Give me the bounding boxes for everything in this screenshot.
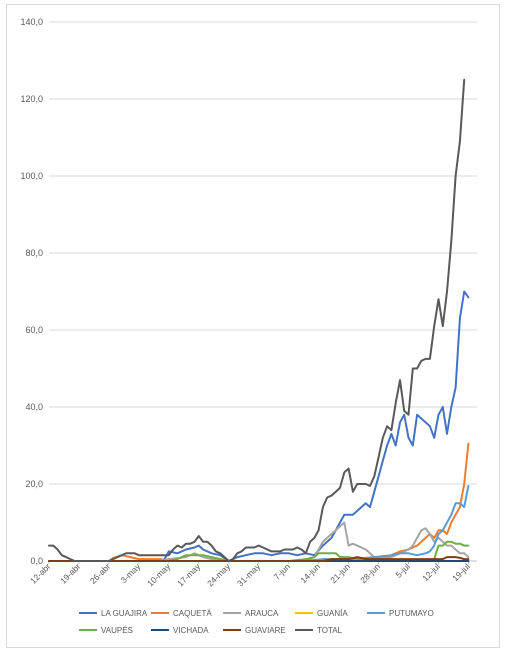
legend-label: GUAVIARE <box>245 626 286 635</box>
legend-item: GUAVIARE <box>223 626 286 635</box>
x-tick-label: 24-may <box>205 561 233 589</box>
x-tick-label: 12-jul <box>420 561 442 583</box>
legend-item: LA GUAJIRA <box>79 609 148 618</box>
legend-item: GUANÍA <box>295 609 348 618</box>
y-tick-label: 20,0 <box>25 479 43 489</box>
y-tick-label: 80,0 <box>25 248 43 258</box>
legend-item: TOTAL <box>295 626 343 635</box>
legend: LA GUAJIRA CAQUETÁ ARAUCA GUANÍA PUTUMAYO VAU… <box>79 609 434 635</box>
x-tick-label: 3-may <box>119 561 143 585</box>
x-tick-label: 26-abr <box>88 561 113 586</box>
legend-item: PUTUMAYO <box>367 609 434 618</box>
x-tick-label: 21-jun <box>328 561 352 585</box>
line-chart: 0,0 20,0 40,0 60,0 80,0 100,0 120,0 140,0 12-ab… <box>20 17 477 635</box>
legend-item: CAQUETÁ <box>151 609 212 618</box>
series-lines <box>48 78 470 562</box>
series-line-caquet- <box>48 442 470 562</box>
y-tick-label: 120,0 <box>20 94 43 104</box>
y-tick-label: 0,0 <box>30 556 43 566</box>
x-tick-label: 14-jun <box>298 561 322 585</box>
x-tick-label: 28-jun <box>358 561 382 585</box>
legend-label: VICHADA <box>173 626 209 635</box>
series-line-total <box>48 78 466 562</box>
series-line-la-guajira <box>48 290 470 562</box>
y-tick-label: 60,0 <box>25 325 43 335</box>
legend-label: ARAUCA <box>245 609 279 618</box>
x-tick-label: 10-may <box>145 561 173 589</box>
x-axis: 12-abr 19-abr 26-abr 3-may 10-may 17-may 24-ma… <box>28 561 472 589</box>
legend-label: CAQUETÁ <box>173 609 212 618</box>
legend-item: VAUPÉS <box>79 626 133 635</box>
legend-label: LA GUAJIRA <box>101 609 148 618</box>
series-line-arauca <box>48 521 470 562</box>
legend-item: VICHADA <box>151 626 209 635</box>
x-tick-label: 19-jul <box>450 561 472 583</box>
x-tick-label: 7-jun <box>272 561 293 582</box>
chart-frame: 0,0 20,0 40,0 60,0 80,0 100,0 120,0 140,0 12-ab… <box>6 4 500 648</box>
y-axis: 0,0 20,0 40,0 60,0 80,0 100,0 120,0 140,0 <box>20 17 43 566</box>
gridlines <box>49 21 477 562</box>
legend-label: VAUPÉS <box>101 626 133 635</box>
series-line-guaviare <box>48 556 470 562</box>
legend-label: TOTAL <box>317 626 343 635</box>
x-tick-label: 19-abr <box>58 561 83 586</box>
y-tick-label: 100,0 <box>20 171 43 181</box>
x-tick-label: 17-may <box>175 561 203 589</box>
series-line-vaup-s <box>48 540 470 562</box>
legend-label: GUANÍA <box>317 609 348 618</box>
y-tick-label: 140,0 <box>20 17 43 27</box>
legend-label: PUTUMAYO <box>389 609 434 618</box>
legend-item: ARAUCA <box>223 609 279 618</box>
x-tick-label: 31-may <box>235 561 263 589</box>
y-tick-label: 40,0 <box>25 402 43 412</box>
x-tick-label: 5-jul <box>394 561 413 580</box>
